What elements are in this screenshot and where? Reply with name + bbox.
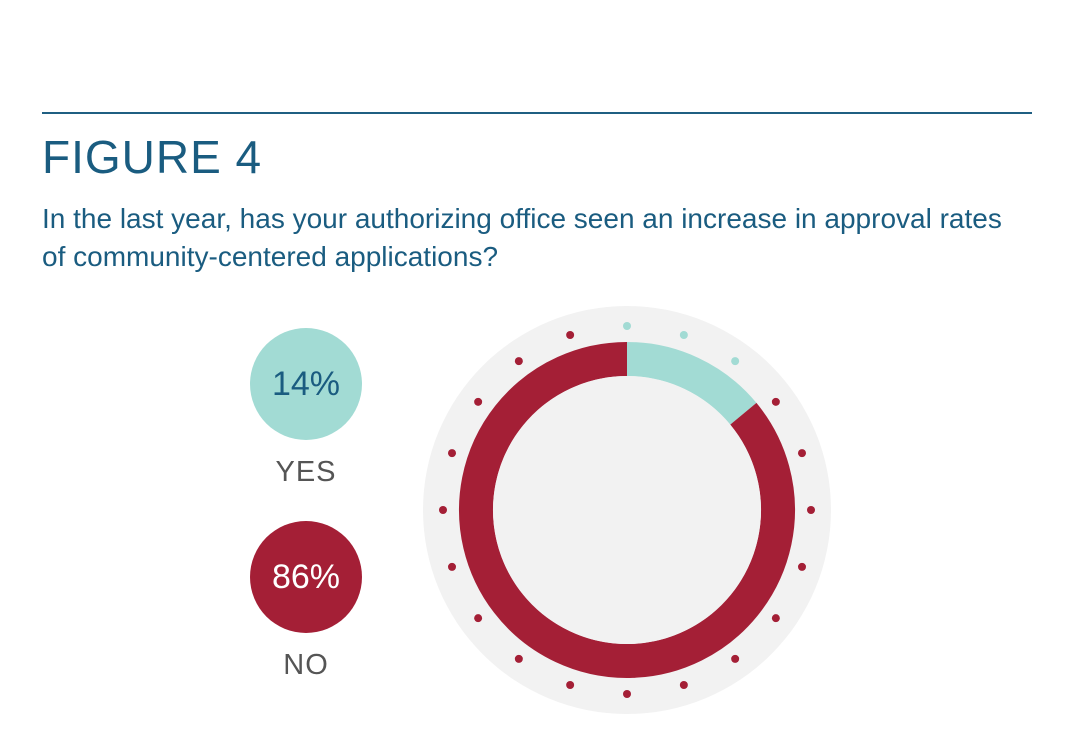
ring-dot — [566, 331, 575, 340]
legend-no-label: NO — [283, 649, 329, 681]
ring-dot — [566, 680, 575, 689]
ring-dot — [448, 562, 457, 571]
ring-dot — [731, 654, 740, 663]
ring-dot — [514, 654, 523, 663]
ring-dot — [514, 357, 523, 366]
legend-yes-percent: 14% — [271, 364, 341, 403]
ring-dot — [623, 322, 631, 330]
figure-question: In the last year, has your authorizing o… — [42, 203, 1002, 272]
donut-slice-yes — [626, 342, 757, 425]
ring-dot — [679, 680, 688, 689]
ring-dot — [448, 449, 457, 458]
ring-dot — [797, 449, 806, 458]
ring-dot — [731, 357, 740, 366]
legend-yes-circle: 14% — [250, 328, 362, 440]
ring-dot — [439, 506, 447, 514]
donut-slice-no — [459, 342, 795, 678]
legend-yes-label: YES — [275, 456, 337, 488]
ring-dot — [797, 562, 806, 571]
header-rule — [42, 112, 1032, 114]
ring-dot — [623, 690, 631, 698]
donut-hole — [493, 376, 761, 644]
ring-dot — [771, 397, 780, 406]
ring-dot — [771, 614, 780, 623]
figure-title: FIGURE 4 — [42, 131, 263, 183]
ring-dot — [807, 506, 815, 514]
ring-dot — [474, 614, 483, 623]
legend-no-circle: 86% — [250, 521, 362, 633]
ring-dot — [679, 331, 688, 340]
ring-dot — [474, 397, 483, 406]
legend-no-percent: 86% — [271, 557, 341, 596]
